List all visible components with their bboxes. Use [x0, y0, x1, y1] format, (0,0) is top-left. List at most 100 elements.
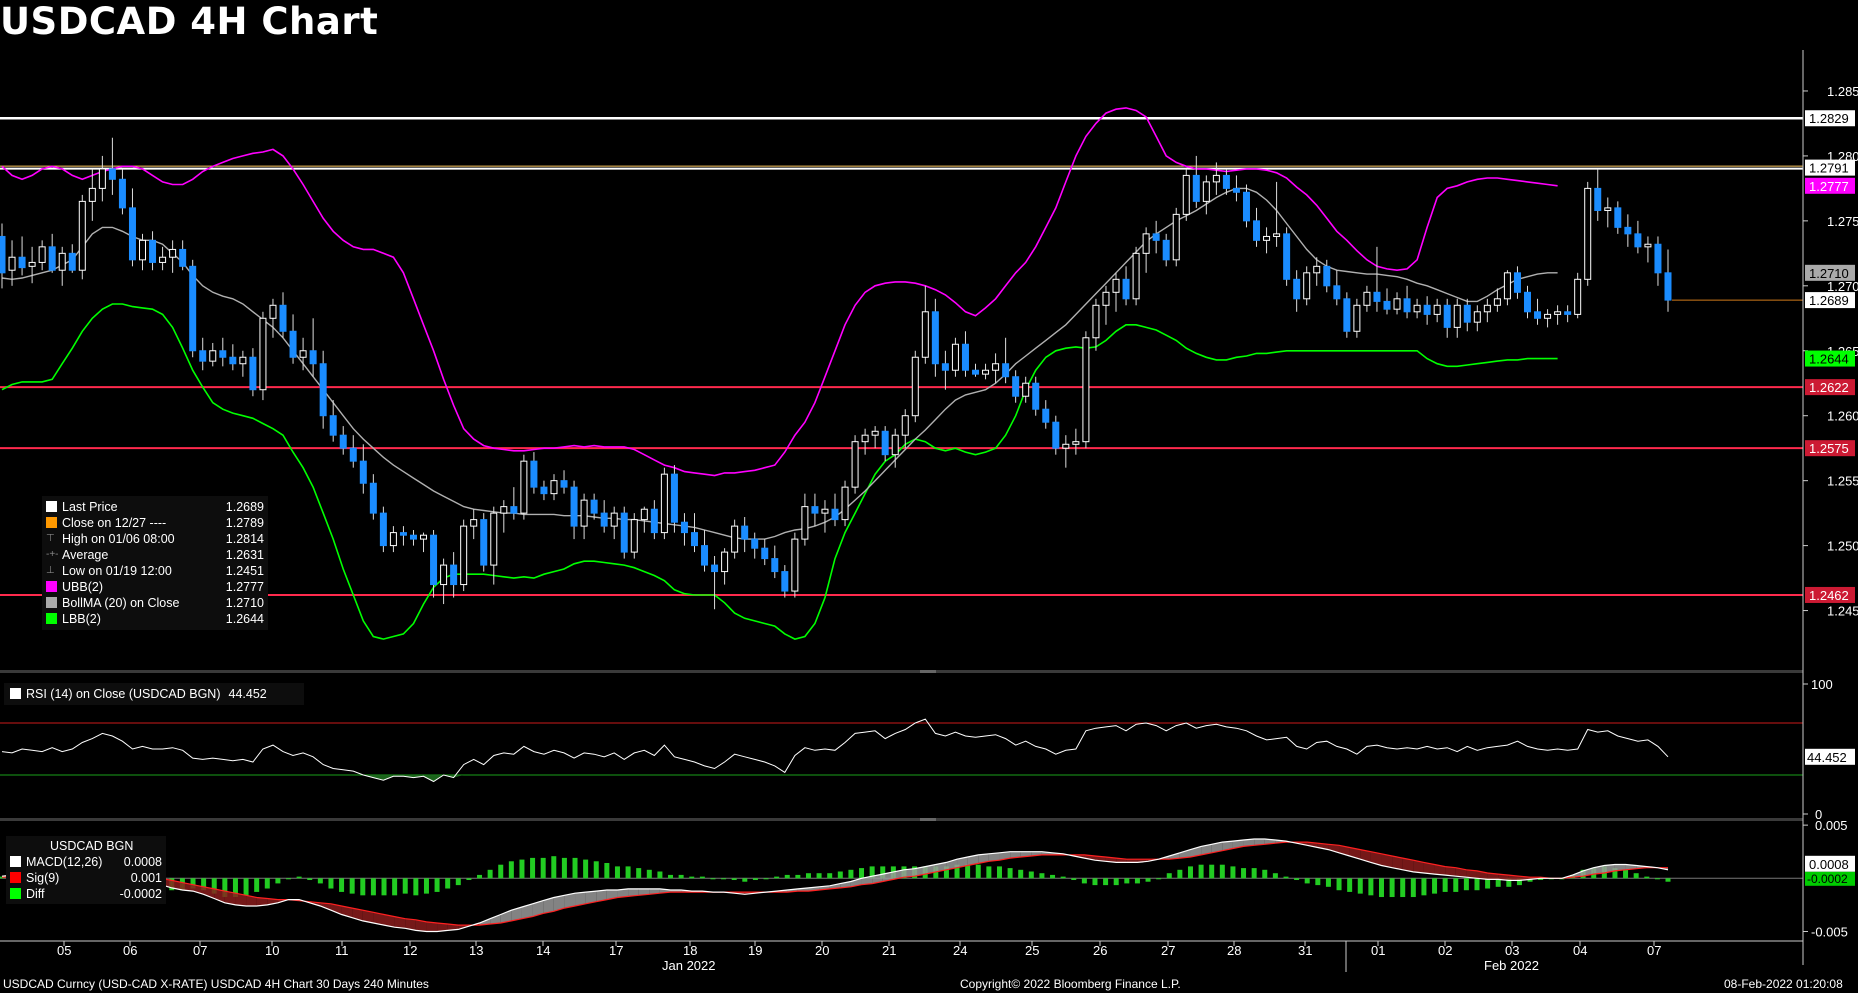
legend-row: ⊥ Low on 01/19 12:00 1.2451: [46, 563, 264, 579]
candle: [1192, 155, 1200, 208]
time-tick-label: 03: [1505, 943, 1519, 958]
rsi-swatch-icon: [10, 688, 21, 699]
candle-body: [1654, 243, 1662, 274]
candle: [1212, 162, 1220, 195]
candle: [951, 337, 959, 377]
macd-signal-fill: [1254, 838, 1265, 846]
candle-body: [139, 239, 147, 261]
candle-body: [1182, 174, 1190, 215]
candle: [1523, 285, 1531, 319]
candle-body: [1523, 291, 1531, 313]
legend-label: Average: [62, 548, 109, 562]
candle: [239, 350, 247, 377]
candle-body: [1493, 298, 1501, 306]
macd-histogram-bar: [1028, 871, 1034, 879]
candle-body: [1664, 272, 1672, 301]
candle-body: [660, 473, 668, 534]
macd-histogram-bar: [360, 878, 366, 896]
candle: [1393, 292, 1401, 315]
candle-body: [961, 343, 969, 371]
candle: [1162, 233, 1170, 267]
candle: [861, 428, 869, 455]
macd-histogram-bar: [1347, 878, 1353, 892]
candle: [801, 493, 809, 546]
candle: [1363, 285, 1371, 312]
candle-body: [1102, 291, 1110, 306]
candle-body: [540, 486, 548, 495]
candle-body: [1032, 382, 1040, 410]
candle-body: [1423, 304, 1431, 315]
candle-body: [8, 256, 16, 271]
macd-histogram-bar: [487, 869, 493, 879]
legend-label: Close on 12/27 ----: [62, 516, 167, 530]
macd-signal-fill: [1360, 849, 1371, 863]
candle-body: [1564, 311, 1572, 315]
candle-body: [1534, 311, 1542, 319]
candle: [1574, 272, 1582, 319]
lower-bollinger-band: [1, 303, 1558, 640]
candle: [0, 223, 6, 289]
candle: [711, 555, 719, 610]
macd-histogram-bar: [1039, 873, 1045, 879]
candle: [1644, 236, 1652, 263]
candle: [229, 344, 237, 371]
footer-timestamp: 08-Feb-2022 01:20:08: [1724, 977, 1843, 991]
candle: [1383, 288, 1391, 315]
candle: [108, 137, 116, 195]
candle-body: [118, 178, 126, 209]
macd-histogram-bar: [827, 873, 833, 879]
candle: [98, 155, 106, 202]
candle-body: [1393, 298, 1401, 310]
candle: [1082, 331, 1090, 449]
candle-body: [1473, 311, 1481, 323]
candle: [1614, 201, 1622, 234]
candle: [821, 500, 829, 533]
level-tag-label: 1.2462: [1809, 588, 1849, 603]
macd-histogram-bar: [1187, 866, 1193, 879]
candle-body: [1202, 181, 1210, 202]
candle: [58, 246, 66, 286]
candle: [1263, 227, 1271, 254]
candle-body: [58, 252, 66, 271]
axis-tag: [1805, 350, 1855, 367]
candle: [690, 513, 698, 553]
axis-tag-label: 1.2644: [1809, 352, 1849, 367]
candle-body: [1002, 363, 1010, 378]
candle: [701, 530, 709, 572]
candle-body: [159, 256, 167, 263]
candle: [490, 506, 498, 585]
time-tick-label: 25: [1025, 943, 1039, 958]
candle-body: [1463, 304, 1471, 323]
candle: [1433, 298, 1441, 323]
time-tick-label: 31: [1298, 943, 1312, 958]
macd-histogram-bar: [254, 878, 260, 892]
candle: [841, 480, 849, 527]
candle-body: [149, 239, 157, 263]
candle: [420, 532, 428, 553]
macd-signal-fill: [893, 869, 904, 880]
axis-tag-label: 1.2777: [1809, 179, 1849, 194]
candle-body: [48, 246, 56, 271]
macd-signal-fill: [1466, 869, 1477, 879]
candle: [1002, 337, 1010, 384]
panel-separator: [0, 670, 1803, 673]
candle: [1062, 435, 1070, 468]
macd-histogram-bar: [1050, 874, 1056, 879]
candle: [1172, 207, 1180, 267]
candle: [1443, 298, 1451, 338]
axis-tag: [1805, 177, 1855, 194]
candle: [771, 545, 779, 579]
candle: [28, 246, 36, 284]
candle: [901, 409, 909, 449]
candle: [1293, 270, 1301, 312]
candle-body: [229, 356, 237, 365]
macd-signal-fill: [1201, 844, 1212, 855]
macd-signal-fill: [256, 897, 268, 906]
candle-body: [249, 356, 257, 391]
candle-body: [580, 499, 588, 527]
macd-histogram-bar: [859, 868, 865, 879]
candle-body: [319, 363, 327, 417]
candle-body: [701, 545, 709, 566]
macd-histogram-bar: [1156, 878, 1162, 880]
